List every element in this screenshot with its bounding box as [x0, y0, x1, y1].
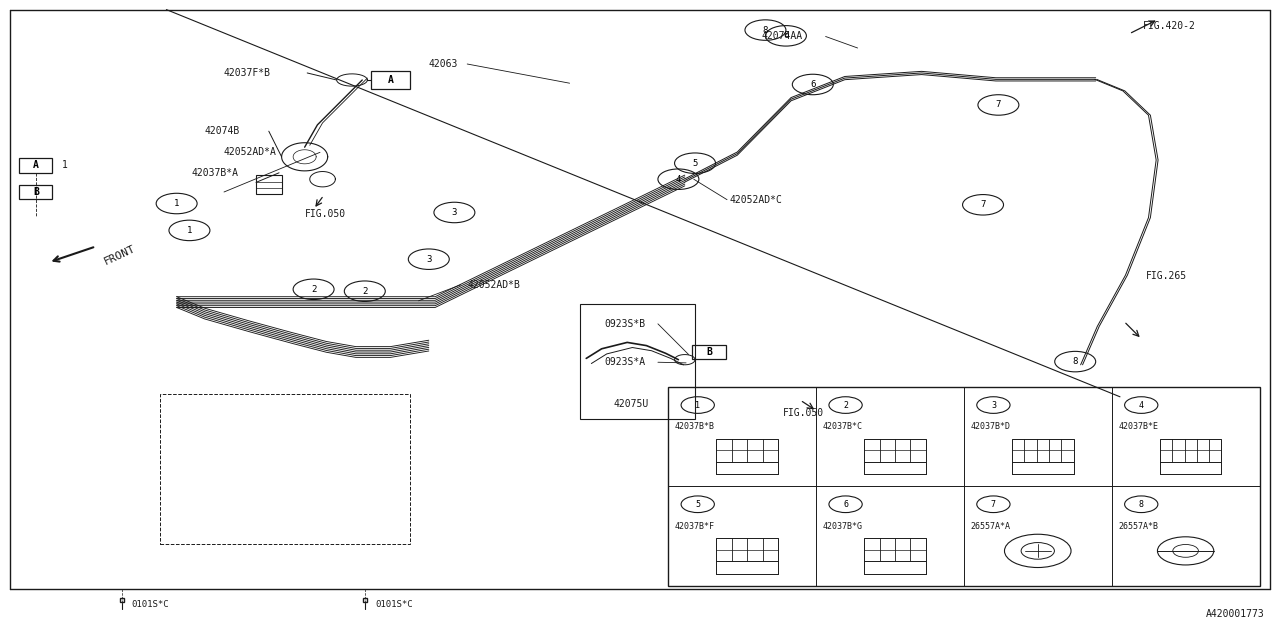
Text: 4: 4 [1139, 401, 1144, 410]
Text: A420001773: A420001773 [1206, 609, 1265, 620]
Text: 42052AD*A: 42052AD*A [224, 147, 276, 157]
Text: FIG.050: FIG.050 [305, 209, 346, 220]
Text: 5: 5 [692, 159, 698, 168]
Text: 26557A*A: 26557A*A [970, 522, 1010, 531]
Text: FRONT: FRONT [102, 243, 137, 266]
Text: 1: 1 [174, 199, 179, 208]
Text: 1: 1 [695, 401, 700, 410]
Text: 8: 8 [1073, 357, 1078, 366]
Text: 6: 6 [844, 500, 849, 509]
Text: 8: 8 [1139, 500, 1144, 509]
Text: 26557A*B: 26557A*B [1119, 522, 1158, 531]
Text: 42037B*D: 42037B*D [970, 422, 1010, 431]
Text: 42063: 42063 [429, 59, 458, 69]
Text: B: B [33, 187, 38, 197]
Text: 42074AA: 42074AA [762, 31, 803, 42]
Text: 0923S*A: 0923S*A [604, 357, 645, 367]
Text: 3: 3 [426, 255, 431, 264]
Text: 2: 2 [362, 287, 367, 296]
Text: 42037B*F: 42037B*F [675, 522, 714, 531]
Text: 42037F*B: 42037F*B [224, 68, 271, 78]
Text: 7: 7 [996, 100, 1001, 109]
Text: B: B [707, 347, 712, 357]
Text: 2: 2 [844, 401, 849, 410]
Text: FIG.420-2: FIG.420-2 [1143, 20, 1196, 31]
Text: FIG.265: FIG.265 [1146, 271, 1187, 282]
Text: 42052AD*B: 42052AD*B [467, 280, 520, 290]
Text: 6: 6 [783, 31, 788, 40]
Text: 0101S*C: 0101S*C [375, 600, 412, 609]
Text: 7: 7 [991, 500, 996, 509]
Text: 42075U: 42075U [613, 399, 649, 410]
Text: 4: 4 [676, 175, 681, 184]
Text: 1: 1 [61, 160, 68, 170]
Text: 42037B*B: 42037B*B [675, 422, 714, 431]
Text: 2: 2 [311, 285, 316, 294]
Text: 7: 7 [980, 200, 986, 209]
Text: A: A [33, 160, 38, 170]
Text: 6: 6 [810, 80, 815, 89]
Text: 0923S*B: 0923S*B [604, 319, 645, 329]
Text: 42037B*A: 42037B*A [192, 168, 239, 178]
Text: 42037B*G: 42037B*G [823, 522, 863, 531]
Text: 5: 5 [695, 500, 700, 509]
Text: 3: 3 [991, 401, 996, 410]
Text: 42074B: 42074B [205, 126, 241, 136]
Text: 0101S*C: 0101S*C [132, 600, 169, 609]
Text: 1: 1 [187, 226, 192, 235]
Text: 42037B*E: 42037B*E [1119, 422, 1158, 431]
Text: 42037B*C: 42037B*C [823, 422, 863, 431]
Text: A: A [388, 75, 393, 85]
Text: 42052AD*C: 42052AD*C [730, 195, 782, 205]
Text: 8: 8 [763, 26, 768, 35]
Text: 3: 3 [452, 208, 457, 217]
Text: FIG.050: FIG.050 [783, 408, 824, 418]
